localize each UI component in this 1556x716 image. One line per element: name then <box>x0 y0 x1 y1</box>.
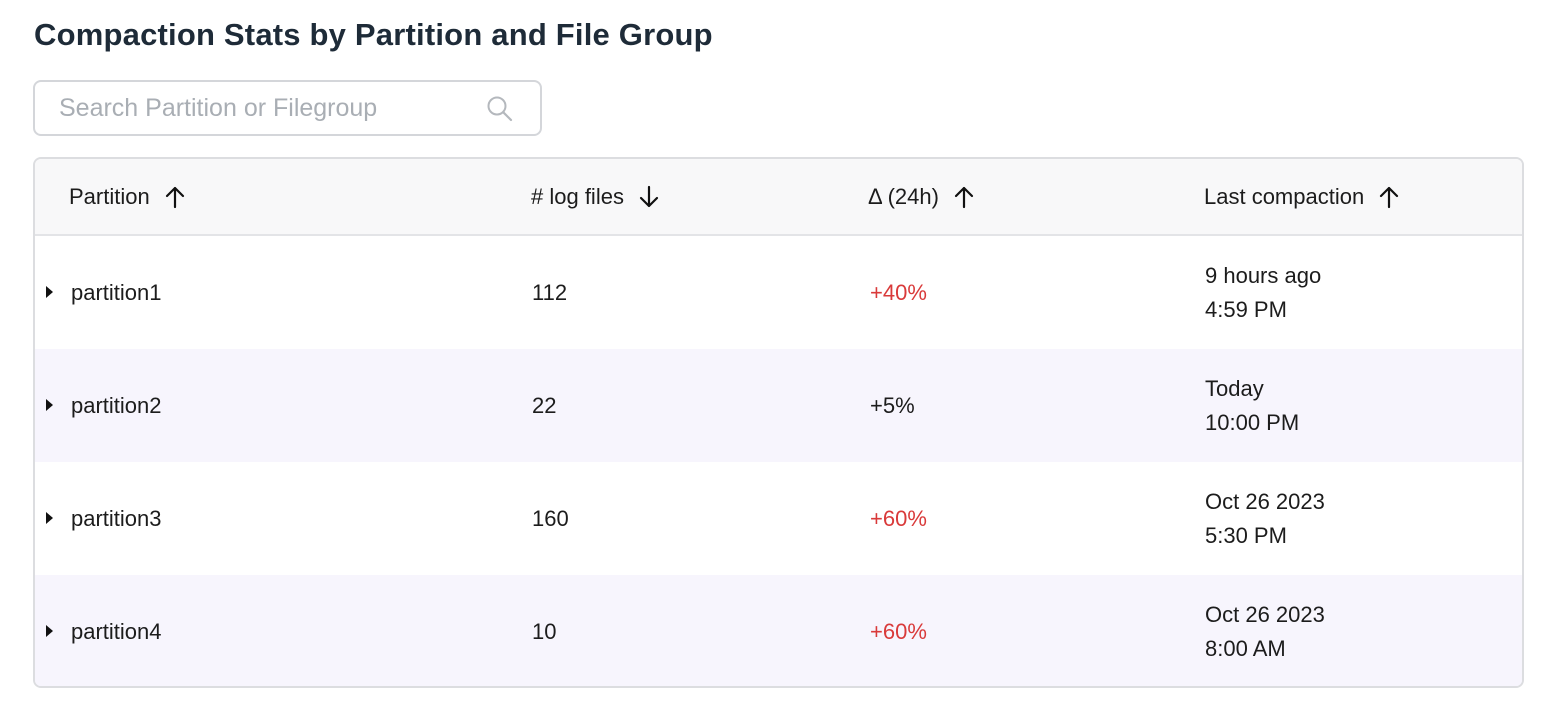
sort-descending-icon <box>638 185 660 209</box>
last-compaction-date: Oct 26 2023 <box>1205 488 1325 514</box>
expand-caret-icon[interactable] <box>46 286 53 298</box>
last-compaction-time: 10:00 PM <box>1205 409 1300 435</box>
partition-cell: partition1 <box>71 279 162 305</box>
last-compaction-time: 8:00 AM <box>1205 635 1286 661</box>
partition-cell: partition4 <box>71 618 162 644</box>
last-compaction-cell: Oct 26 2023 5:30 PM <box>1205 462 1325 575</box>
last-compaction-cell: Oct 26 2023 8:00 AM <box>1205 575 1325 686</box>
expand-caret-icon[interactable] <box>46 399 53 411</box>
last-compaction-date: Today <box>1205 375 1264 401</box>
last-compaction-relative: 9 hours ago <box>1205 262 1322 288</box>
log-files-cell: 112 <box>532 279 568 305</box>
partition-cell: partition3 <box>71 505 162 531</box>
column-header-log-files[interactable]: # log files <box>531 159 660 234</box>
log-files-cell: 22 <box>532 392 557 418</box>
last-compaction-cell: 9 hours ago 4:59 PM <box>1205 236 1321 349</box>
column-header-label: # log files <box>531 183 624 209</box>
expand-caret-icon[interactable] <box>46 625 53 637</box>
column-header-label: Δ (24h) <box>868 183 939 209</box>
search-box[interactable] <box>33 80 542 136</box>
delta-cell: +60% <box>870 618 927 644</box>
log-files-cell: 10 <box>532 618 557 644</box>
column-header-label: Partition <box>69 183 150 209</box>
expand-caret-icon[interactable] <box>46 512 53 524</box>
sort-ascending-icon <box>1378 185 1400 209</box>
partition-cell: partition2 <box>71 392 162 418</box>
table-header: Partition # log files Δ (24h) Last compa… <box>35 159 1522 236</box>
search-input[interactable] <box>59 82 479 134</box>
log-files-cell: 160 <box>532 505 569 531</box>
search-icon[interactable] <box>485 94 515 124</box>
column-header-label: Last compaction <box>1204 183 1365 209</box>
column-header-delta[interactable]: Δ (24h) <box>868 159 975 234</box>
table-row[interactable]: partition3 160 +60% Oct 26 2023 5:30 PM <box>35 462 1522 575</box>
sort-ascending-icon <box>953 185 975 209</box>
column-header-partition[interactable]: Partition <box>69 159 186 234</box>
last-compaction-time: 4:59 PM <box>1205 296 1287 322</box>
last-compaction-time: 5:30 PM <box>1205 522 1287 548</box>
column-header-last-compaction[interactable]: Last compaction <box>1204 159 1400 234</box>
last-compaction-cell: Today 10:00 PM <box>1205 349 1299 462</box>
table-row[interactable]: partition2 22 +5% Today 10:00 PM <box>35 349 1522 462</box>
last-compaction-date: Oct 26 2023 <box>1205 601 1325 627</box>
compaction-table: Partition # log files Δ (24h) Last compa… <box>33 157 1524 688</box>
delta-cell: +40% <box>870 279 927 305</box>
sort-ascending-icon <box>164 185 186 209</box>
page-title: Compaction Stats by Partition and File G… <box>34 17 713 52</box>
delta-cell: +60% <box>870 505 927 531</box>
delta-cell: +5% <box>870 392 915 418</box>
table-row[interactable]: partition1 112 +40% 9 hours ago 4:59 PM <box>35 236 1522 349</box>
table-row[interactable]: partition4 10 +60% Oct 26 2023 8:00 AM <box>35 575 1522 686</box>
